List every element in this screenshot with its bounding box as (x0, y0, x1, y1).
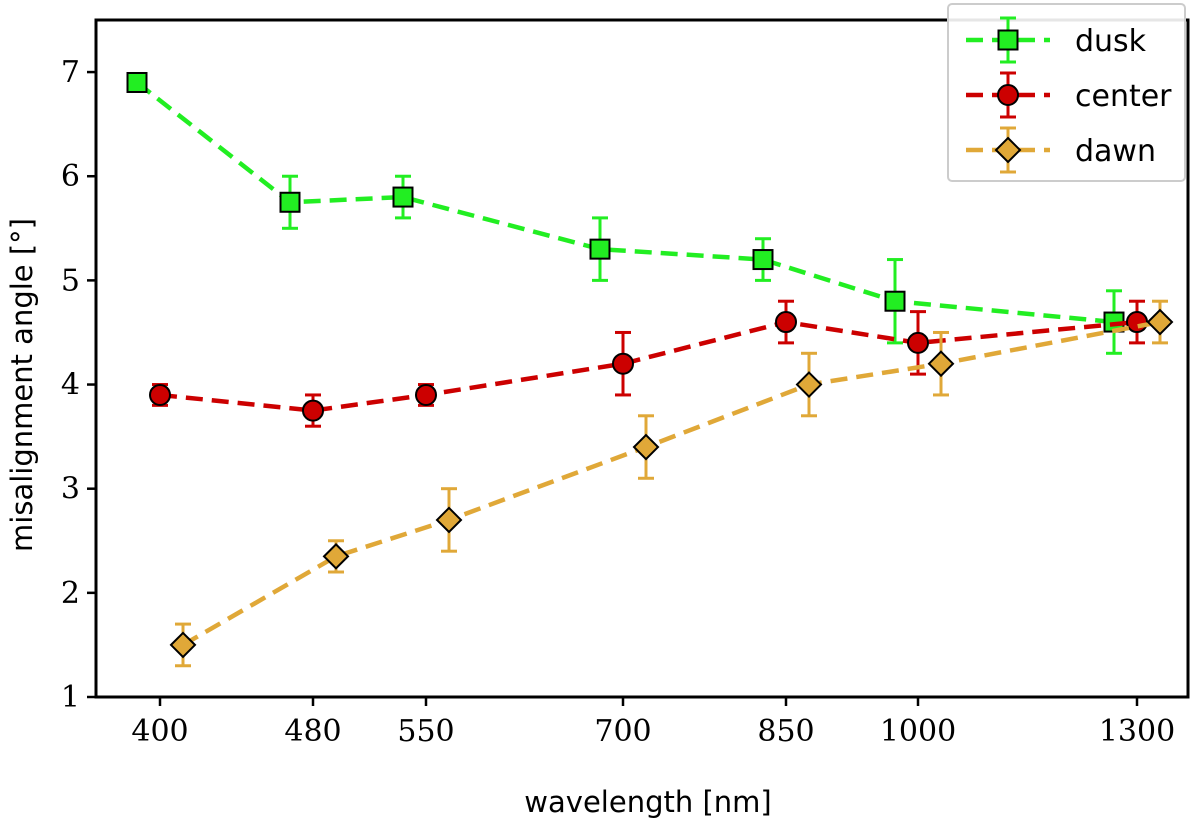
y-tick-label: 3 (61, 472, 80, 507)
data-point-center (775, 311, 797, 334)
data-point-dawn (927, 350, 955, 378)
data-point-dawn (632, 433, 660, 461)
data-point-dusk (884, 290, 906, 312)
legend-item-center: center (966, 71, 1172, 119)
data-point-center (612, 352, 634, 375)
legend-label: dusk (1075, 24, 1147, 59)
data-point-center (1126, 311, 1148, 334)
data-point-dusk (589, 238, 611, 260)
x-tick-label: 480 (284, 714, 341, 749)
legend-label: dawn (1075, 134, 1156, 169)
data-point-dawn (169, 631, 197, 659)
data-point-center (302, 399, 324, 422)
data-point-center (415, 383, 437, 406)
legend-item-dusk: dusk (966, 16, 1147, 64)
x-tick-label: 1300 (1099, 714, 1175, 749)
plot-frame (94, 18, 1190, 699)
x-tick-label: 1000 (880, 714, 956, 749)
x-tick-label: 850 (757, 714, 814, 749)
x-tick-label: 400 (131, 714, 188, 749)
data-point-center (149, 383, 171, 406)
data-point-center (907, 331, 929, 354)
y-tick-label: 7 (61, 55, 80, 90)
legend-marker (997, 84, 1019, 106)
legend: dusk center dawn (947, 3, 1186, 182)
plot-area (94, 18, 1190, 699)
y-tick-label: 2 (61, 576, 80, 611)
x-axis: 400 480 550 700 850 1000 1300 (131, 697, 1175, 749)
data-point-dusk (279, 191, 301, 213)
legend-marker (997, 29, 1019, 51)
x-tick-label: 550 (397, 714, 454, 749)
data-point-dawn (795, 371, 823, 398)
legend-marker (994, 136, 1022, 164)
y-axis-label: misalignment angle [°] (5, 218, 39, 552)
data-point-dawn (1146, 308, 1174, 336)
data-point-dawn (435, 506, 463, 534)
y-tick-label: 6 (61, 159, 80, 194)
data-point-dusk (752, 249, 774, 271)
data-point-dawn (322, 542, 350, 570)
y-tick-label: 1 (61, 680, 80, 715)
series-line-dawn (181, 319, 1161, 647)
series-center (149, 299, 1148, 428)
data-point-dusk (126, 71, 148, 93)
series-dawn (169, 299, 1174, 668)
y-tick-label: 5 (61, 263, 80, 298)
legend-label: center (1075, 79, 1172, 114)
y-tick-label: 4 (61, 368, 80, 403)
series-line-center (159, 319, 1138, 413)
x-axis-label: wavelength [nm] (524, 785, 771, 819)
data-point-dusk (392, 186, 414, 208)
x-tick-label: 700 (594, 714, 651, 749)
y-axis: 1 2 3 4 5 6 7 (61, 55, 96, 715)
legend-item-dawn: dawn (966, 126, 1156, 174)
